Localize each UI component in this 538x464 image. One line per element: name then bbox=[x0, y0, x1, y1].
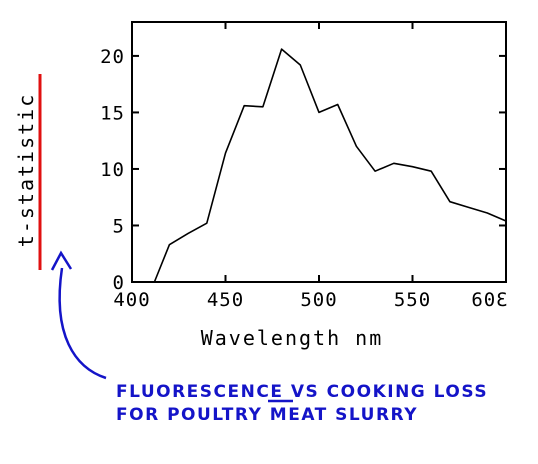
x-axis-ticks: 400 450 500 550 60Ɛ bbox=[113, 22, 508, 311]
y-tick-label: 5 bbox=[113, 215, 125, 237]
y-tick-label: 0 bbox=[113, 272, 125, 294]
x-axis-title: Wavelength nm bbox=[201, 326, 384, 350]
y-axis-ticks: 0 5 10 15 20 bbox=[100, 46, 506, 294]
annotation-line-1: FLUORESCENCE VS COOKING LOSS bbox=[116, 382, 488, 402]
x-tick-label: 550 bbox=[394, 289, 431, 311]
annotation-arrowhead-icon bbox=[50, 250, 73, 271]
x-tick-label: 400 bbox=[113, 289, 150, 311]
y-tick-label: 10 bbox=[100, 159, 125, 181]
y-tick-label: 20 bbox=[100, 46, 125, 68]
y-axis-title: t-statistic bbox=[14, 93, 38, 247]
annotation-line-2: FOR POULTRY MEAT SLURRY bbox=[116, 405, 418, 425]
x-tick-label: 500 bbox=[300, 289, 337, 311]
plot-area-frame bbox=[131, 21, 507, 283]
annotation-arrow bbox=[58, 267, 107, 380]
x-tick-label: 450 bbox=[207, 289, 244, 311]
series-line bbox=[153, 48, 507, 283]
y-tick-label: 15 bbox=[100, 102, 125, 124]
x-tick-label: 60Ɛ bbox=[471, 289, 508, 311]
